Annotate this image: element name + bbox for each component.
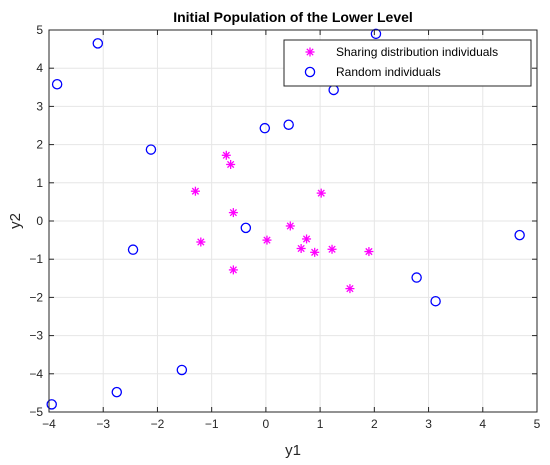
- sharing-point: [196, 237, 206, 247]
- y-tick-label: 1: [36, 176, 43, 190]
- x-tick-label: 1: [317, 417, 324, 431]
- random-point: [411, 272, 422, 283]
- sharing-point: [310, 247, 320, 257]
- x-axis-label: y1: [285, 442, 301, 459]
- random-point: [176, 364, 188, 376]
- x-tick-label: −1: [205, 417, 219, 431]
- sharing-point: [262, 235, 272, 245]
- sharing-point: [226, 159, 236, 169]
- random-point: [430, 295, 441, 307]
- y-tick-label: −4: [29, 367, 43, 381]
- y-tick-label: −5: [29, 405, 43, 419]
- chart-title: Initial Population of the Lower Level: [173, 9, 413, 25]
- sharing-point: [285, 221, 295, 231]
- random-point: [46, 399, 57, 410]
- y-tick-label: −2: [29, 290, 43, 304]
- legend-label-random: Random individuals: [336, 65, 441, 79]
- random-point: [240, 222, 252, 234]
- random-point: [259, 122, 271, 134]
- legend-label-sharing: Sharing distribution individuals: [336, 45, 498, 59]
- sharing-point: [228, 208, 238, 218]
- random-point: [145, 144, 157, 155]
- plot-frame: [48, 29, 538, 413]
- x-tick-label: −4: [42, 417, 56, 431]
- random-point: [51, 78, 63, 90]
- y-axis-label: y2: [7, 213, 24, 229]
- legend-asterisk-icon: [305, 47, 315, 57]
- legend-marker-sharing: [305, 47, 315, 57]
- random-point: [111, 386, 123, 398]
- y-tick-label: 4: [36, 61, 43, 75]
- x-tick-label: −2: [151, 417, 165, 431]
- data-points: [46, 28, 525, 410]
- x-tick-label: −3: [96, 417, 110, 431]
- y-tick-label: −1: [29, 252, 43, 266]
- legend-box: [283, 39, 532, 87]
- legend-marker-random: [304, 66, 316, 78]
- sharing-point: [327, 244, 337, 254]
- x-tick-label: 2: [371, 417, 378, 431]
- sharing-point: [228, 265, 238, 275]
- y-tick-label: 3: [36, 99, 43, 113]
- sharing-point: [316, 188, 326, 198]
- x-tick-label: 5: [534, 417, 541, 431]
- legend: Sharing distribution individuals Random …: [283, 39, 532, 87]
- random-point: [127, 244, 139, 255]
- legend-circle-icon: [304, 66, 316, 78]
- x-tick-label: 4: [479, 417, 486, 431]
- sharing-point: [190, 186, 200, 196]
- random-point: [370, 28, 382, 40]
- sharing-point: [221, 150, 231, 160]
- random-point: [514, 229, 525, 241]
- sharing-point: [302, 234, 312, 244]
- y-tick-label: 5: [36, 23, 43, 37]
- random-point: [283, 119, 294, 130]
- x-tick-label: 0: [263, 417, 270, 431]
- y-tick-label: 0: [36, 214, 43, 228]
- y-tick-label: −3: [29, 329, 43, 343]
- y-tick-label: 2: [36, 138, 43, 152]
- x-tick-label: 3: [425, 417, 432, 431]
- sharing-point: [345, 284, 355, 294]
- sharing-point: [296, 244, 306, 254]
- sharing-point: [364, 247, 374, 257]
- random-point: [92, 38, 104, 49]
